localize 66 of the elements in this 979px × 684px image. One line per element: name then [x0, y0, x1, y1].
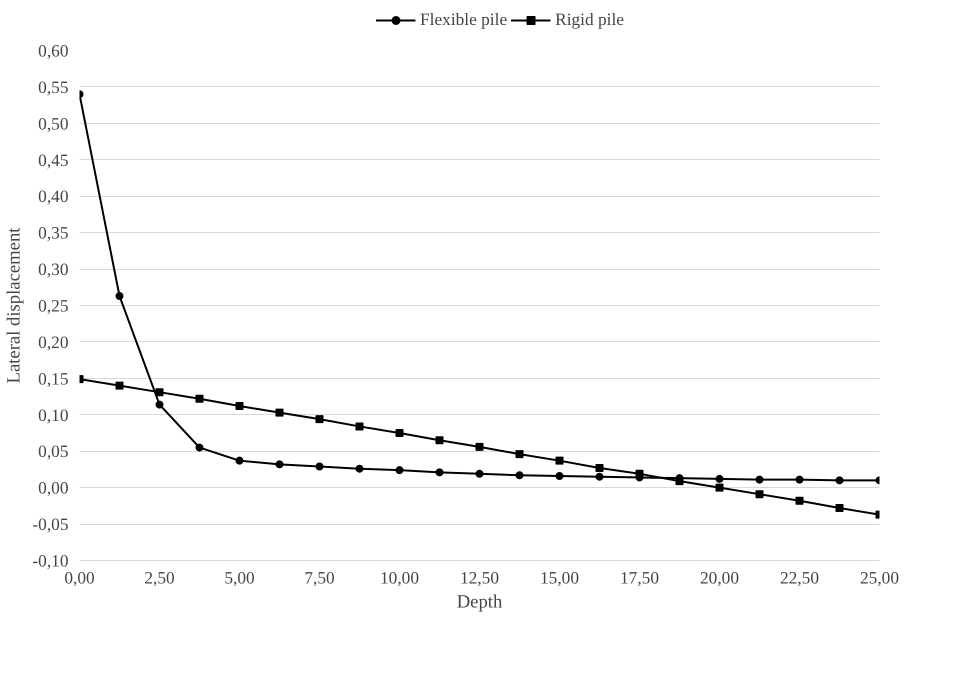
point — [156, 400, 164, 409]
point — [556, 472, 564, 480]
legend-label: Flexible pile — [420, 10, 508, 30]
point — [356, 422, 364, 430]
point — [276, 408, 284, 417]
point — [636, 470, 644, 478]
point — [196, 394, 204, 403]
point — [796, 496, 804, 505]
y-tick-label: 0,25 — [38, 296, 69, 316]
point — [756, 490, 764, 498]
y-tick-label: -0,10 — [32, 552, 69, 570]
point — [156, 388, 164, 396]
y-tick-label: 0,55 — [38, 78, 69, 97]
y-tick-label: -0,05 — [32, 515, 69, 534]
point — [476, 470, 484, 478]
point — [436, 436, 444, 444]
x-tick-label: 5,00 — [224, 568, 255, 588]
point — [316, 415, 324, 424]
point — [436, 468, 444, 476]
point — [596, 472, 604, 481]
point — [316, 462, 324, 471]
point — [516, 471, 524, 480]
y-tick-label: 0,40 — [38, 187, 69, 206]
y-tick-label: 0,45 — [38, 150, 69, 170]
point — [236, 402, 244, 410]
x-tick-label: 7,50 — [304, 568, 335, 588]
x-tick-label: 0,00 — [64, 568, 95, 588]
x-tick-label: 20,00 — [700, 568, 740, 588]
point — [516, 450, 524, 458]
y-tick-label: 0,30 — [38, 260, 69, 280]
y-tick-label: 0,00 — [38, 478, 69, 498]
point — [356, 464, 364, 473]
point — [596, 464, 604, 472]
x-tick-label: 12,50 — [460, 568, 500, 588]
point — [396, 429, 404, 437]
x-tick-label: 25,00 — [860, 568, 900, 588]
point — [556, 456, 564, 465]
point — [276, 460, 284, 468]
point — [716, 484, 724, 492]
y-tick-label: 0,50 — [38, 114, 69, 134]
y-tick-label: 0,05 — [38, 442, 69, 462]
point — [116, 292, 124, 300]
point — [676, 477, 684, 486]
point — [476, 442, 484, 451]
y-tick-label: 0,20 — [38, 332, 69, 352]
x-tick-label: 17,50 — [620, 568, 660, 588]
point — [396, 466, 404, 474]
point — [836, 504, 844, 512]
point — [196, 444, 204, 452]
y-tick-label: 0,10 — [38, 406, 69, 425]
x-axis-title: Depth — [456, 592, 503, 612]
point — [756, 476, 764, 484]
point — [836, 476, 844, 484]
legend-label: Rigid pile — [555, 10, 624, 30]
x-tick-label: 15,00 — [540, 568, 580, 588]
y-tick-label: 0,15 — [38, 369, 69, 388]
point — [716, 474, 724, 483]
y-tick-label: 0,60 — [38, 42, 69, 60]
point — [796, 476, 804, 484]
y-tick-label: 0,35 — [38, 224, 69, 243]
point — [236, 456, 244, 465]
point — [116, 382, 124, 390]
x-tick-label: 2,50 — [144, 568, 175, 588]
y-axis-title: Lateral displacement — [3, 226, 24, 384]
x-tick-label: 10,00 — [380, 568, 420, 588]
x-tick-label: 22,50 — [780, 568, 820, 588]
